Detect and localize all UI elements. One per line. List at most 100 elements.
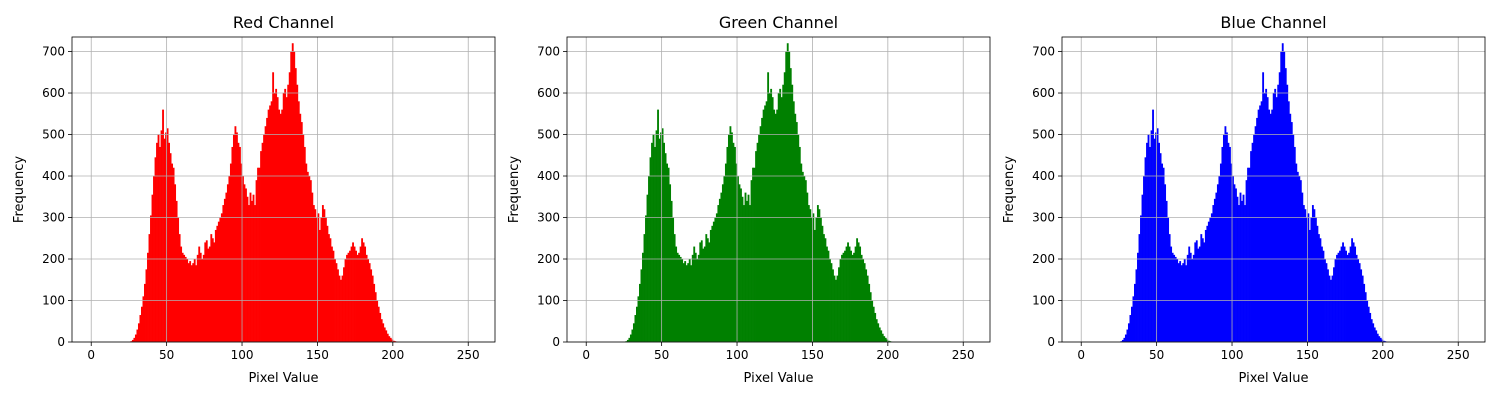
- x-axis-label: Pixel Value: [1239, 371, 1309, 386]
- histogram-bar: [705, 234, 708, 342]
- histogram-bar: [883, 336, 886, 342]
- histogram-bar: [1373, 327, 1376, 342]
- histogram-bar: [305, 163, 308, 342]
- histogram-bar: [673, 234, 676, 342]
- histogram-bar: [678, 254, 681, 342]
- histogram-bar: [168, 142, 170, 342]
- histogram-bar: [782, 84, 785, 342]
- histogram-bar: [646, 194, 649, 342]
- histogram-bar: [383, 327, 386, 342]
- histogram-bar: [1150, 130, 1153, 342]
- histogram-bar: [205, 240, 208, 342]
- histogram-bar: [866, 275, 869, 342]
- histogram-bar: [220, 213, 223, 342]
- histogram-bar: [147, 252, 149, 342]
- histogram-bars: [625, 43, 893, 342]
- histogram-bar: [338, 275, 341, 342]
- histogram-bar: [1277, 84, 1280, 342]
- histogram-bar: [845, 246, 848, 342]
- histogram-bar: [326, 225, 329, 342]
- histogram-bar: [208, 246, 211, 342]
- histogram-bar: [151, 194, 154, 342]
- histogram-bar: [235, 132, 238, 342]
- histogram-bar: [1195, 240, 1198, 342]
- histogram-bar: [658, 138, 661, 342]
- y-tick-label: 500: [537, 128, 560, 142]
- histogram-bar: [1290, 122, 1293, 342]
- histogram-bar: [370, 269, 373, 342]
- histogram-bar: [245, 188, 247, 342]
- histogram-bar: [886, 339, 889, 342]
- histogram-bar: [812, 213, 815, 342]
- histogram-bar: [887, 340, 890, 342]
- histogram-bar: [1311, 205, 1314, 342]
- histogram-bar: [830, 263, 833, 342]
- histogram-bar: [1147, 134, 1150, 342]
- histogram-bar: [697, 254, 700, 342]
- histogram-bar: [743, 205, 745, 342]
- histogram-bar: [1331, 275, 1334, 342]
- histogram-bar: [137, 323, 140, 342]
- histogram-bar: [1144, 157, 1147, 342]
- histogram-bar: [672, 217, 675, 342]
- histogram-bar: [1235, 188, 1237, 342]
- histogram-bar: [1180, 265, 1183, 342]
- histogram-bar: [329, 238, 332, 342]
- histogram-bar: [1229, 146, 1231, 342]
- histogram-bar: [157, 134, 160, 342]
- histogram-bar: [1333, 267, 1335, 342]
- histogram-bar: [1170, 246, 1173, 342]
- histogram-bar: [807, 205, 810, 342]
- histogram-bar: [1336, 254, 1338, 342]
- histogram-bar: [773, 109, 776, 342]
- histogram-bar: [786, 43, 789, 342]
- histogram-bar: [1289, 113, 1292, 342]
- histogram-bar: [774, 113, 777, 342]
- histogram-bar: [1247, 167, 1249, 342]
- histogram-bar: [800, 163, 803, 342]
- histogram-bar: [382, 323, 385, 342]
- histogram-bar: [231, 146, 234, 342]
- histogram-bar: [1242, 194, 1245, 342]
- histogram-bar: [667, 167, 670, 342]
- histogram-bar: [626, 339, 629, 342]
- histogram-bar: [747, 194, 750, 342]
- histogram-bar: [1321, 246, 1323, 342]
- histogram-bar: [1265, 88, 1268, 342]
- histogram-bar: [791, 84, 794, 342]
- histogram-bar: [1152, 109, 1154, 342]
- histogram-bar: [355, 250, 357, 342]
- histogram-bar: [744, 192, 747, 342]
- histogram-bar: [204, 242, 207, 342]
- histogram-bar: [1120, 341, 1123, 342]
- histogram-bar: [229, 163, 232, 342]
- histogram-bar: [210, 234, 213, 342]
- histogram-bar: [133, 337, 136, 342]
- histogram-bar: [734, 146, 736, 342]
- histogram-bar: [1293, 146, 1296, 342]
- histogram-bar: [1281, 43, 1284, 342]
- histogram-bar: [826, 246, 828, 342]
- histogram-bar: [131, 339, 134, 342]
- histogram-bar: [797, 134, 800, 342]
- histogram-bar: [750, 180, 753, 342]
- histogram-bar: [1177, 263, 1180, 342]
- histogram-bar: [1209, 217, 1212, 342]
- histogram-bar: [708, 242, 711, 342]
- histogram-bar: [682, 263, 685, 342]
- histogram-bar: [255, 180, 258, 342]
- histogram-bar: [1299, 180, 1302, 342]
- histogram-bar: [1173, 254, 1176, 342]
- histogram-bar: [320, 217, 323, 342]
- histogram-bar: [703, 246, 706, 342]
- histogram-bar: [1238, 205, 1240, 342]
- histogram-bar: [1361, 275, 1364, 342]
- histogram-bar: [746, 200, 748, 342]
- histogram-bar: [1203, 242, 1206, 342]
- histogram-bar: [386, 333, 389, 342]
- histogram-bar: [851, 254, 854, 342]
- histogram-bar: [1271, 109, 1274, 342]
- histogram-bar: [880, 330, 883, 342]
- x-tick-label: 50: [159, 348, 174, 362]
- histogram-bar: [214, 229, 217, 342]
